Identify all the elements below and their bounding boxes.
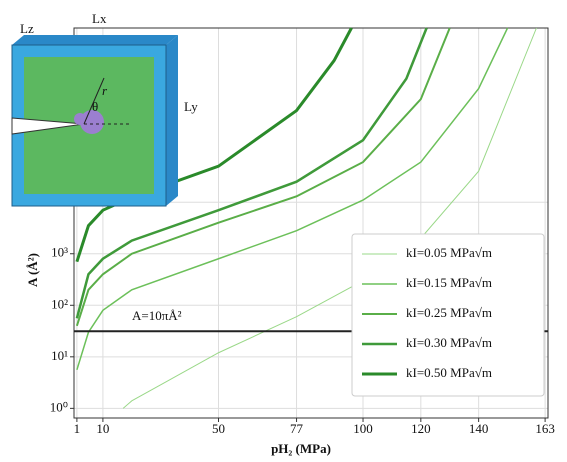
x-axis-label: pH₂ (MPa) [271,441,331,456]
y-tick-label: 10⁰ [50,399,68,414]
ly-label: Ly [184,99,198,114]
r-line [83,77,105,125]
threshold-label: A=10πÅ² [132,308,182,323]
legend-label: kI=0.50 MPa√m [406,365,492,380]
crack-tip-zone [80,110,104,134]
series-line [76,27,509,371]
crack [11,117,85,135]
axes-frame [73,27,549,419]
y-tick-label: 10² [51,296,68,311]
legend-label: kI=0.30 MPa√m [406,335,492,350]
legend-label: kI=0.05 MPa√m [406,245,492,260]
y-tick-label: 10³ [51,245,68,260]
y-tick-label: 10¹ [51,348,68,363]
x-tick-label: 140 [469,421,489,436]
inset-top [12,35,178,45]
lz-label: Lz [20,21,34,36]
x-tick-label: 120 [411,421,431,436]
inset: Lz Lx Ly θ r [11,11,198,207]
x-tick-label: 77 [290,421,304,436]
legend-label: kI=0.15 MPa√m [406,275,492,290]
x-tick-label: 1 [74,421,81,436]
crack-tip-zone [74,113,86,125]
x-tick-label: 163 [535,421,555,436]
series-line [75,27,451,327]
y-axis-label: A (Å²) [25,253,40,287]
r-label: r [102,83,108,98]
legend-label: kI=0.25 MPa√m [406,305,492,320]
x-tick-label: 10 [96,421,109,436]
lx-label: Lx [92,11,107,26]
theta-label: θ [92,99,98,114]
series-line [122,27,537,409]
inset-side [166,35,178,206]
x-tick-label: 50 [212,421,225,436]
x-tick-label: 100 [353,421,373,436]
series-line [75,27,428,319]
legend-box [351,233,545,397]
plot: 110507710012014016310⁰10¹10²10³10⁴pH₂ (M… [25,27,555,456]
